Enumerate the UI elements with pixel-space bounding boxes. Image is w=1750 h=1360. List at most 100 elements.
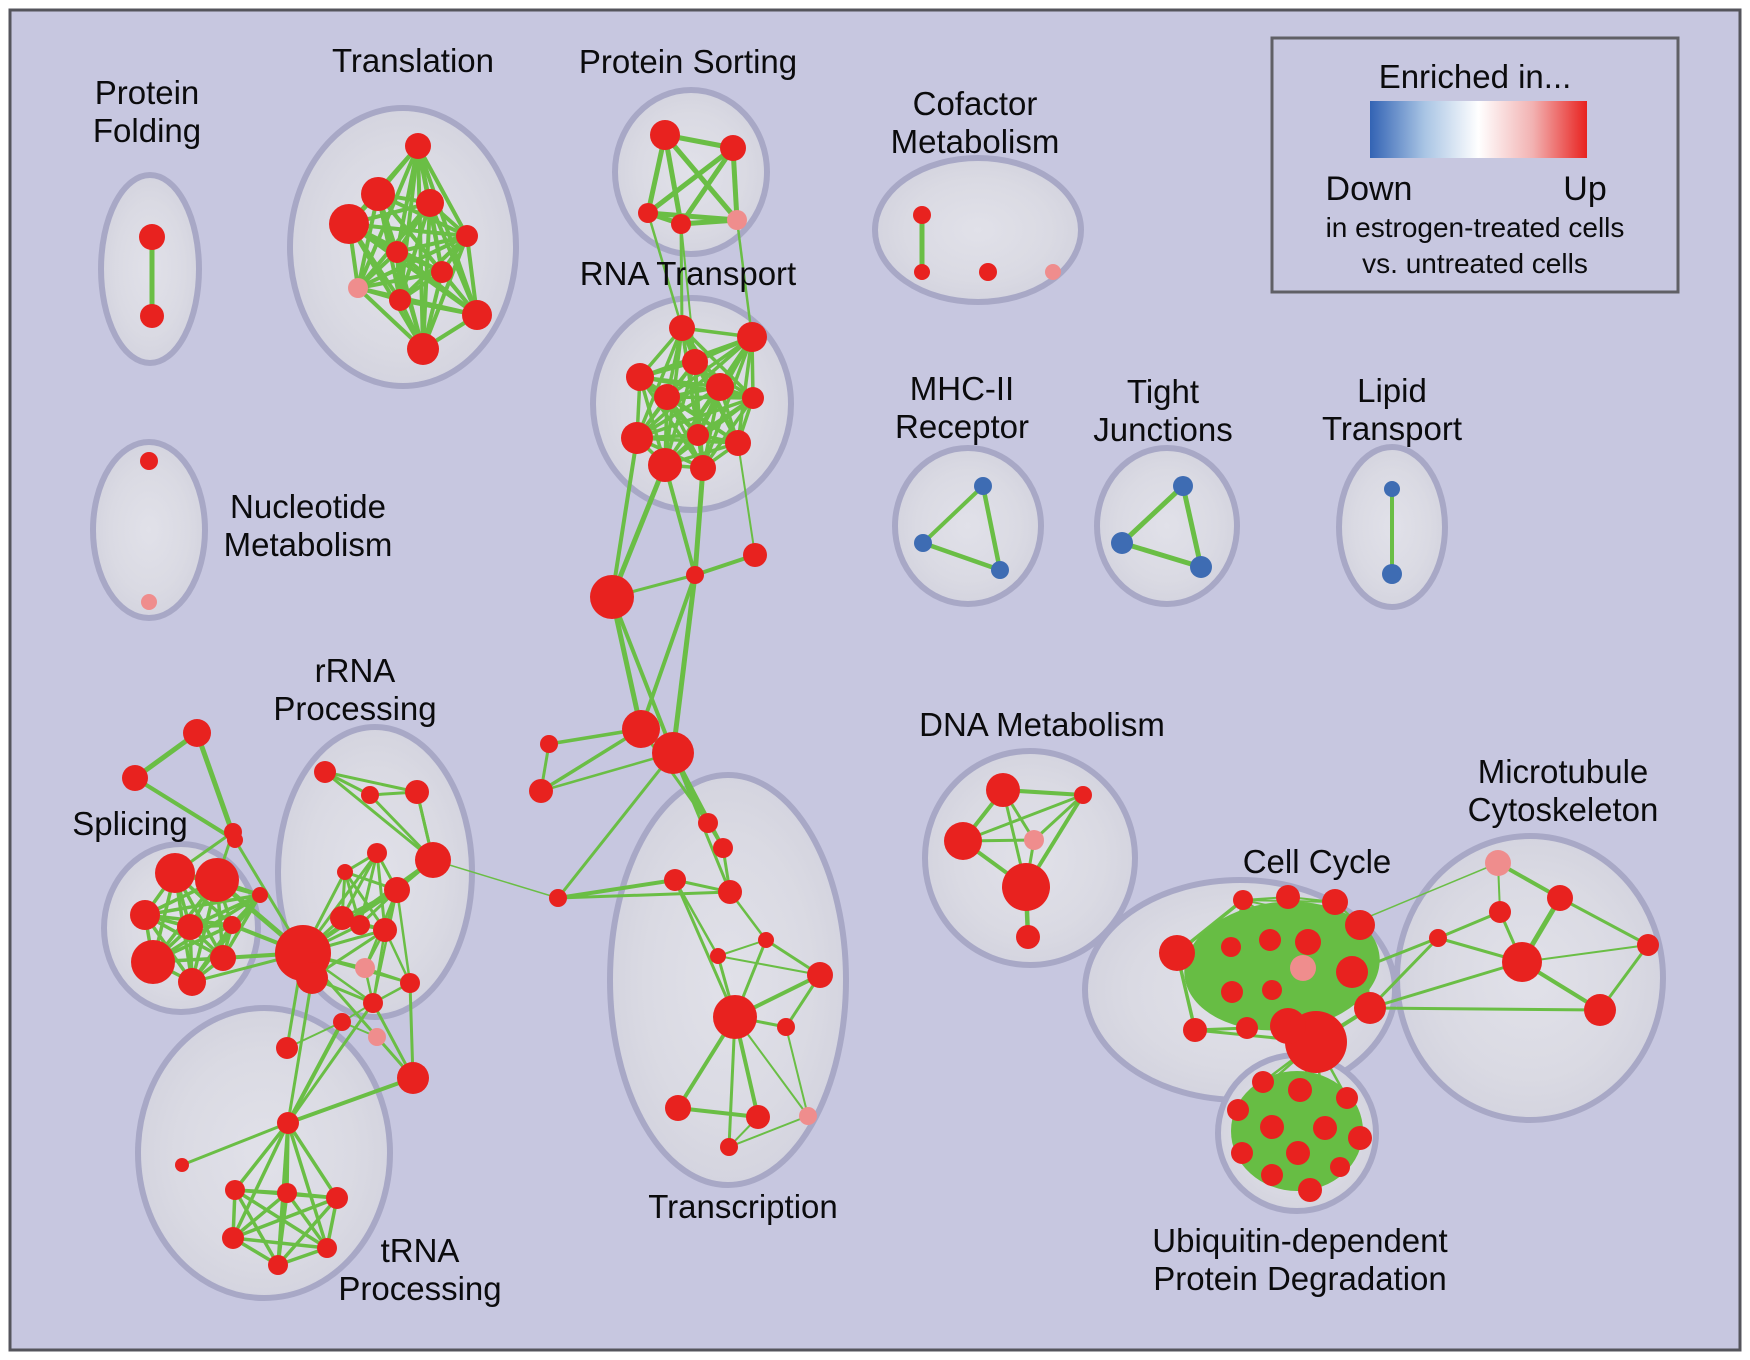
cluster-label-trna-processing: Processing <box>338 1270 501 1307</box>
network-edge <box>673 879 737 1018</box>
gene-set-node-up <box>1502 942 1542 982</box>
cluster-label-ubiquitin-degradation: Protein Degradation <box>1153 1260 1447 1297</box>
gene-set-node-up <box>431 261 453 283</box>
network-edge <box>1121 540 1202 570</box>
gene-set-node-up <box>1336 956 1368 988</box>
gene-set-node-up <box>1584 994 1616 1026</box>
network-edge <box>1521 944 1649 963</box>
network-edge <box>639 574 697 730</box>
gene-set-node-up <box>1345 910 1375 940</box>
gene-set-node-up <box>361 177 395 211</box>
cluster-label-lipid-transport: Lipid <box>1357 372 1427 409</box>
gene-set-node-up <box>268 1255 288 1275</box>
network-edge <box>421 235 469 350</box>
gene-set-node-up <box>720 1138 738 1156</box>
gene-set-node-up <box>944 822 982 860</box>
gene-set-node-up <box>389 289 411 311</box>
network-edge <box>371 929 387 1004</box>
gene-set-node-up <box>384 877 410 903</box>
cluster-label-ubiquitin-degradation: Ubiquitin-dependent <box>1152 1222 1447 1259</box>
gene-set-node-down <box>1384 481 1400 497</box>
network-edge <box>194 732 238 841</box>
gene-set-node-up <box>665 1095 691 1121</box>
gene-set-node-up <box>223 916 241 934</box>
cluster-label-nucleotide-metabolism: Nucleotide <box>230 488 386 525</box>
network-edge <box>678 146 736 226</box>
gene-set-node-up <box>682 349 708 375</box>
gene-set-node-up <box>400 973 420 993</box>
cluster-ellipse-cofactor-metabolism <box>872 155 1084 305</box>
cluster-label-dna-metabolism: DNA Metabolism <box>919 706 1165 743</box>
network-edge <box>324 770 418 794</box>
gene-set-node-up <box>177 914 203 940</box>
network-edge <box>639 375 754 400</box>
gene-set-node-up <box>687 424 709 446</box>
gene-set-node-mild <box>348 278 368 298</box>
network-edge <box>286 1021 344 1124</box>
network-edge <box>276 1192 289 1266</box>
gene-set-node-up <box>1221 981 1243 1003</box>
network-edge <box>1368 936 1440 1010</box>
gene-set-node-up <box>225 1180 245 1200</box>
network-edge <box>1559 896 1649 947</box>
cluster-ellipse-nucleotide-metabolism <box>90 439 208 621</box>
gene-set-node-up <box>296 962 328 994</box>
cluster-label-tight-junctions: Junctions <box>1093 411 1232 448</box>
gene-set-node-up <box>621 422 653 454</box>
gene-set-node-up <box>416 189 444 217</box>
network-edge <box>717 955 821 976</box>
network-edge <box>610 596 675 754</box>
gene-set-node-up <box>386 241 408 263</box>
gene-set-node-up <box>350 915 370 935</box>
gene-set-node-up <box>1489 901 1511 923</box>
gene-set-node-up <box>333 1013 351 1031</box>
gene-set-node-up <box>329 204 369 244</box>
network-edge <box>701 396 755 470</box>
network-edge <box>340 852 379 919</box>
cluster-label-microtubule-cytoskeleton: Microtubule <box>1478 753 1649 790</box>
gene-set-node-up <box>363 993 383 1013</box>
gene-set-node-mild <box>355 958 375 978</box>
gene-set-node-mild <box>141 594 157 610</box>
gene-set-node-up <box>1322 889 1348 915</box>
legend: Enriched in... Down Up in estrogen-treated … <box>1270 36 1680 294</box>
legend-up-label: Up <box>1563 170 1606 208</box>
network-edge <box>679 223 684 329</box>
network-edge <box>231 1122 290 1239</box>
gene-set-node-mild <box>1024 830 1044 850</box>
legend-down-label: Down <box>1326 170 1413 208</box>
gene-set-node-up <box>1313 1116 1337 1140</box>
network-edge <box>638 376 705 469</box>
network-edge <box>232 1236 328 1250</box>
gene-set-node-up <box>549 889 567 907</box>
gene-set-node-up <box>1429 929 1447 947</box>
network-edge <box>557 890 731 900</box>
network-edge <box>635 327 684 439</box>
network-edge <box>663 133 739 222</box>
network-edge <box>232 1196 338 1240</box>
cluster-ellipse-protein-sorting <box>612 87 770 257</box>
gene-set-node-up <box>1261 1164 1283 1186</box>
cluster-label-translation: Translation <box>332 42 494 79</box>
legend-caption-line1: in estrogen-treated cells <box>1326 212 1625 243</box>
gene-set-node-up <box>1259 929 1281 951</box>
gene-set-node-up <box>222 1227 244 1249</box>
gene-set-node-up <box>397 1062 429 1094</box>
network-edge <box>662 134 684 225</box>
gene-set-node-up <box>373 918 397 942</box>
cluster-label-rna-transport: RNA Transport <box>580 255 796 292</box>
gene-set-node-up <box>1637 934 1659 956</box>
gene-set-node-up <box>317 1238 337 1258</box>
gene-set-node-up <box>405 133 431 159</box>
network-edge <box>1369 1006 1601 1012</box>
cluster-label-rrna-processing: rRNA <box>315 652 396 689</box>
gene-set-node-up <box>737 322 767 352</box>
network-edge <box>286 1122 339 1199</box>
gene-set-node-mild <box>727 210 747 230</box>
gene-set-node-up <box>407 333 439 365</box>
network-edge <box>609 596 644 730</box>
network-edge <box>701 336 754 469</box>
cluster-label-lipid-transport: Transport <box>1322 410 1462 447</box>
